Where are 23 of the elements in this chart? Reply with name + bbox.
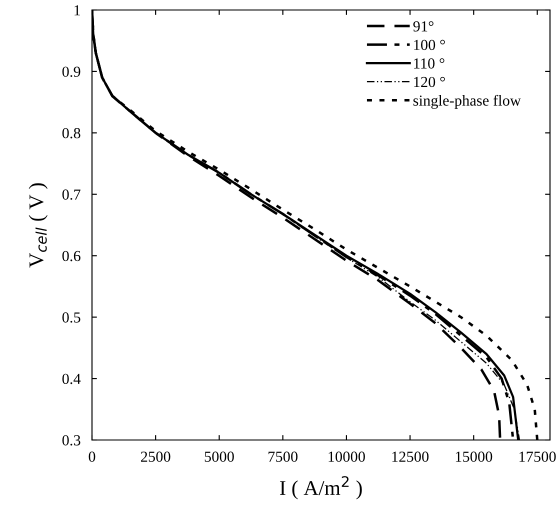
y-tick-label: 0.7 bbox=[62, 189, 80, 200]
y-axis-title: V$_{cell}$ ( V ) bbox=[28, 183, 48, 268]
legend-label: 110 ° bbox=[414, 58, 444, 69]
y-tick-label: 0.9 bbox=[62, 66, 80, 77]
legend-label: 100 ° bbox=[414, 40, 445, 50]
y-tick-label: 1 bbox=[74, 5, 80, 16]
x-tick-label: 15000 bbox=[456, 452, 492, 462]
x-tick-label: 0 bbox=[88, 452, 96, 462]
y-tick-label: 0.3 bbox=[62, 435, 80, 446]
legend-label: single-phase flow bbox=[413, 94, 521, 109]
x-tick-label: 17500 bbox=[520, 452, 556, 462]
x-tick-label: 10000 bbox=[328, 452, 365, 462]
x-tick-label: 12500 bbox=[392, 452, 429, 462]
x-tick-label: 7500 bbox=[268, 452, 298, 462]
x-axis-title: I ( A/m$^{2}$ ) bbox=[280, 476, 362, 500]
y-tick-label: 0.4 bbox=[62, 374, 81, 384]
y-tick-label: 0.5 bbox=[62, 312, 80, 323]
legend-label: 120 ° bbox=[414, 76, 445, 88]
y-tick-label: 0.8 bbox=[62, 128, 80, 138]
x-tick-label: 2500 bbox=[141, 452, 170, 462]
x-tick-label: 5000 bbox=[204, 452, 234, 462]
legend-label: 91° bbox=[413, 21, 434, 32]
y-tick-label: 0.6 bbox=[62, 250, 80, 262]
